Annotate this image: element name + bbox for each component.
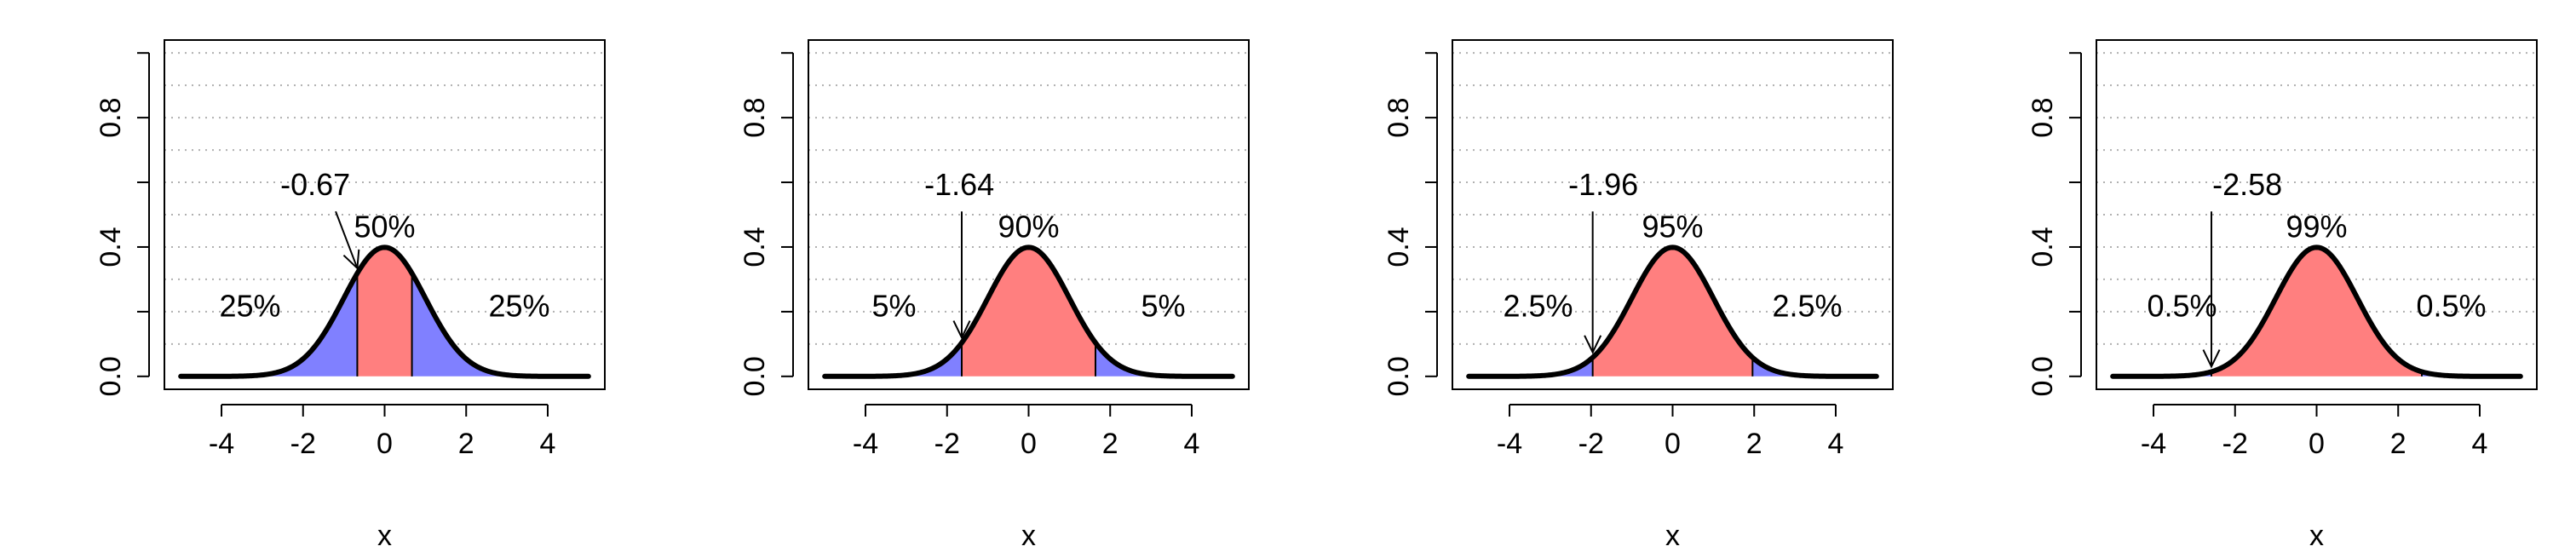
x-tick-label-1: -4 (2141, 428, 2166, 460)
x-tick-label-3: 0 (1021, 428, 1037, 460)
chart-panel-1: -4 -2 0 2 4 x 0.0 0.4 0.8 50% 25% 25% -0.67 (95, 39, 606, 552)
center-area (1592, 247, 1753, 377)
y-tick-label-3: 0.8 (739, 97, 771, 137)
right-tail-percent-label: 5% (1141, 289, 1185, 324)
x-axis-title: x (1665, 520, 1680, 552)
right-tail-percent-label: 0.5% (2416, 289, 2486, 324)
chart-panel-2: -4 -2 0 2 4 x 0.0 0.4 0.8 90% 5% 5% -1.64 (739, 39, 1250, 552)
center-area (357, 247, 412, 377)
right-tail-area (1752, 357, 1877, 377)
x-tick-label-4: 2 (458, 428, 474, 460)
cutoff-arrow-head (342, 249, 360, 270)
density-curve (1466, 244, 1879, 379)
plot-frame (164, 39, 606, 390)
plot-frame (808, 39, 1250, 390)
x-axis-title: x (1021, 520, 1036, 552)
center-area (2211, 247, 2423, 377)
y-tick-label-1: 0.0 (2027, 356, 2059, 396)
y-tick-label-3: 0.8 (2027, 97, 2059, 137)
density-curve (822, 244, 1235, 379)
y-tick-label-3: 0.8 (95, 97, 127, 137)
x-tick-label-5: 4 (2472, 428, 2488, 460)
x-tick-label-1: -4 (853, 428, 878, 460)
left-tail-area (825, 342, 962, 377)
right-tail-percent-label: 25% (488, 289, 549, 324)
x-tick-label-5: 4 (1828, 428, 1844, 460)
cutoff-arrow-head (952, 320, 971, 340)
density-curve (2110, 244, 2523, 379)
center-percent-label: 50% (354, 210, 415, 244)
plot-frame (2096, 39, 2538, 390)
y-tick-label-2: 0.4 (739, 227, 771, 267)
y-tick-label-1: 0.0 (95, 356, 127, 396)
x-axis-title: x (2309, 520, 2324, 552)
chart-panel-3: -4 -2 0 2 4 x 0.0 0.4 0.8 95% 2.5% 2.5% -1.96 (1383, 39, 1894, 552)
x-tick-label-2: -2 (934, 428, 960, 460)
x-tick-label-2: -2 (2222, 428, 2248, 460)
cutoff-value-label: -2.58 (2212, 167, 2282, 202)
center-percent-label: 99% (2286, 210, 2347, 244)
left-tail-percent-label: 2.5% (1503, 289, 1573, 324)
cutoff-value-label: -1.96 (1568, 167, 1638, 202)
right-tail-percent-label: 2.5% (1772, 289, 1842, 324)
x-tick-label-3: 0 (2309, 428, 2325, 460)
left-tail-percent-label: 5% (872, 289, 917, 324)
x-tick-label-5: 4 (540, 428, 556, 460)
x-tick-label-1: -4 (1497, 428, 1522, 460)
center-area (961, 247, 1096, 377)
density-curve (178, 244, 591, 379)
x-tick-label-2: -2 (1578, 428, 1604, 460)
center-percent-label: 95% (1642, 210, 1703, 244)
x-tick-label-2: -2 (290, 428, 316, 460)
cutoff-arrow-shaft (335, 210, 359, 269)
x-tick-label-4: 2 (1102, 428, 1118, 460)
center-percent-label: 90% (998, 210, 1059, 244)
cutoff-value-label: -1.64 (924, 167, 994, 202)
x-tick-label-3: 0 (1665, 428, 1681, 460)
left-tail-percent-label: 0.5% (2147, 289, 2217, 324)
x-tick-label-3: 0 (377, 428, 393, 460)
x-tick-label-1: -4 (209, 428, 234, 460)
x-axis-title: x (377, 520, 392, 552)
cutoff-arrow-head (2202, 349, 2221, 369)
y-tick-label-2: 0.4 (95, 227, 127, 267)
right-tail-area (1095, 342, 1233, 377)
x-tick-label-4: 2 (1746, 428, 1762, 460)
left-tail-area (1469, 357, 1593, 377)
y-tick-label-1: 0.0 (1383, 356, 1415, 396)
y-tick-label-2: 0.4 (1383, 227, 1415, 267)
cutoff-value-label: -0.67 (280, 167, 350, 202)
y-tick-label-2: 0.4 (2027, 227, 2059, 267)
y-tick-label-3: 0.8 (1383, 97, 1415, 137)
chart-panel-4: -4 -2 0 2 4 x 0.0 0.4 0.8 99% 0.5% 0.5% -2.58 (2027, 39, 2538, 552)
left-tail-percent-label: 25% (219, 289, 280, 324)
x-tick-label-4: 2 (2390, 428, 2406, 460)
cutoff-arrow-head (1584, 335, 1602, 354)
x-tick-label-5: 4 (1184, 428, 1200, 460)
y-tick-label-1: 0.0 (739, 356, 771, 396)
plot-frame (1452, 39, 1894, 390)
